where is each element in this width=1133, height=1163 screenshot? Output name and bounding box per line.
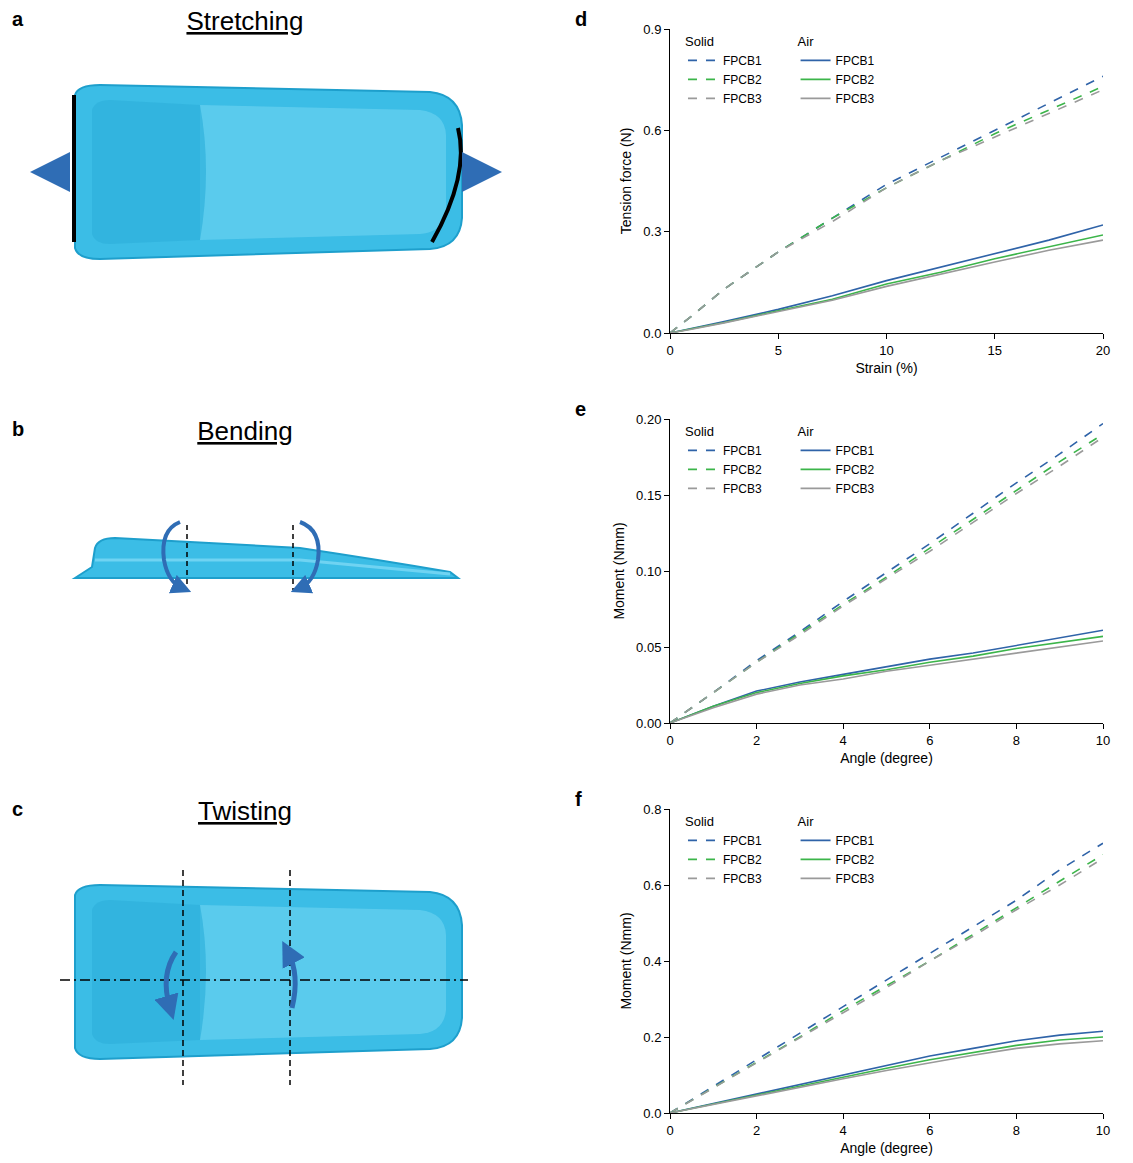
- svg-text:0.0: 0.0: [643, 326, 661, 341]
- svg-text:FPCB1: FPCB1: [836, 444, 875, 458]
- svg-text:0.9: 0.9: [643, 22, 661, 37]
- svg-text:0: 0: [666, 1123, 673, 1138]
- svg-text:FPCB1: FPCB1: [723, 54, 762, 68]
- svg-text:4: 4: [840, 1123, 847, 1138]
- svg-text:FPCB1: FPCB1: [723, 444, 762, 458]
- svg-text:4: 4: [840, 733, 847, 748]
- svg-text:FPCB3: FPCB3: [723, 872, 762, 886]
- svg-text:FPCB3: FPCB3: [723, 482, 762, 496]
- svg-text:0: 0: [666, 343, 673, 358]
- svg-text:6: 6: [926, 1123, 933, 1138]
- svg-text:Air: Air: [798, 814, 815, 829]
- svg-text:Moment (Nmm): Moment (Nmm): [618, 912, 634, 1009]
- html-text:d: d: [575, 8, 588, 30]
- svg-text:FPCB3: FPCB3: [723, 92, 762, 106]
- svg-text:Tension force (N): Tension force (N): [618, 128, 634, 235]
- svg-text:0.0: 0.0: [643, 1106, 661, 1121]
- svg-text:0.10: 0.10: [636, 564, 661, 579]
- svg-text:0.2: 0.2: [643, 1030, 661, 1045]
- svg-text:15: 15: [988, 343, 1002, 358]
- svg-text:FPCB2: FPCB2: [836, 463, 875, 477]
- svg-text:20: 20: [1096, 343, 1110, 358]
- svg-text:FPCB2: FPCB2: [723, 73, 762, 87]
- svg-text:FPCB1: FPCB1: [836, 834, 875, 848]
- html-text:c: c: [12, 798, 24, 820]
- svg-text:Solid: Solid: [685, 814, 714, 829]
- svg-text:FPCB2: FPCB2: [836, 853, 875, 867]
- svg-text:8: 8: [1013, 1123, 1020, 1138]
- svg-text:FPCB2: FPCB2: [836, 73, 875, 87]
- svg-text:2: 2: [753, 1123, 760, 1138]
- svg-text:0.20: 0.20: [636, 412, 661, 427]
- svg-text:0.15: 0.15: [636, 488, 661, 503]
- svg-text:6: 6: [926, 733, 933, 748]
- svg-text:0.6: 0.6: [643, 878, 661, 893]
- svg-text:0.8: 0.8: [643, 802, 661, 817]
- svg-text:0.05: 0.05: [636, 640, 661, 655]
- svg-text:FPCB1: FPCB1: [723, 834, 762, 848]
- svg-text:FPCB3: FPCB3: [836, 482, 875, 496]
- svg-text:0.4: 0.4: [643, 954, 661, 969]
- svg-text:Bending: Bending: [197, 416, 292, 446]
- svg-text:FPCB3: FPCB3: [836, 92, 875, 106]
- html-text:e: e: [575, 398, 587, 420]
- svg-text:FPCB1: FPCB1: [836, 54, 875, 68]
- svg-text:Solid: Solid: [685, 424, 714, 439]
- svg-text:Air: Air: [798, 34, 815, 49]
- svg-text:10: 10: [1096, 1123, 1110, 1138]
- svg-text:FPCB2: FPCB2: [723, 853, 762, 867]
- svg-text:Angle (degree): Angle (degree): [840, 750, 933, 766]
- html-text:a: a: [12, 8, 24, 30]
- svg-text:FPCB3: FPCB3: [836, 872, 875, 886]
- svg-text:Moment (Nmm): Moment (Nmm): [611, 522, 627, 619]
- svg-text:0.00: 0.00: [636, 716, 661, 731]
- svg-text:Stretching: Stretching: [186, 6, 303, 36]
- svg-text:Air: Air: [798, 424, 815, 439]
- svg-text:0.6: 0.6: [643, 123, 661, 138]
- svg-text:0: 0: [666, 733, 673, 748]
- svg-text:10: 10: [1096, 733, 1110, 748]
- svg-text:8: 8: [1013, 733, 1020, 748]
- svg-text:5: 5: [775, 343, 782, 358]
- svg-text:FPCB2: FPCB2: [723, 463, 762, 477]
- html-text:f: f: [575, 788, 582, 810]
- svg-text:Twisting: Twisting: [198, 796, 292, 826]
- svg-text:2: 2: [753, 733, 760, 748]
- svg-text:Angle (degree): Angle (degree): [840, 1140, 933, 1156]
- svg-text:0.3: 0.3: [643, 224, 661, 239]
- svg-text:10: 10: [879, 343, 893, 358]
- svg-text:Solid: Solid: [685, 34, 714, 49]
- html-text:b: b: [12, 418, 25, 440]
- svg-text:Strain (%): Strain (%): [855, 360, 917, 376]
